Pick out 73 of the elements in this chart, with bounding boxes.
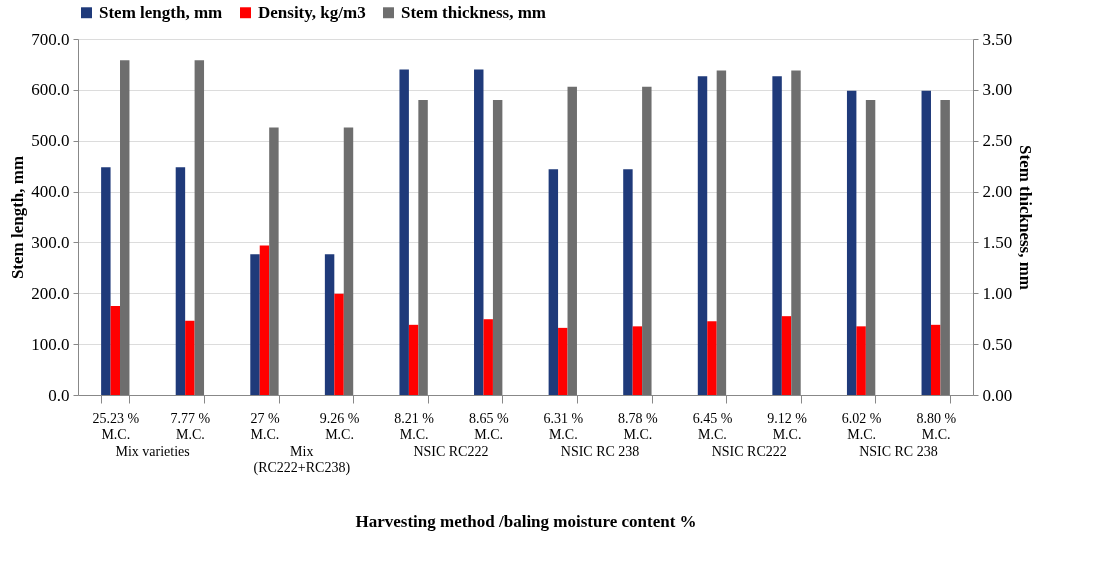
bar: [940, 100, 950, 395]
text: NSIC RC 238: [560, 444, 640, 459]
bar: [474, 69, 484, 395]
x-tick-label: 6.02 % M.C.: [841, 410, 882, 442]
bar: [120, 60, 130, 395]
y2-tick-label: 3.00: [982, 80, 1013, 100]
y-axis-title: Stem length, mm: [8, 155, 28, 280]
y2-tick-label: 1.00: [982, 283, 1013, 303]
bar: [548, 169, 559, 395]
y-tick-label: 300.0: [31, 232, 70, 252]
y-tick-label: 500.0: [31, 131, 70, 151]
x-tick-label: 25.23 % M.C.: [92, 410, 140, 442]
bar: [781, 316, 792, 395]
bar: [324, 254, 335, 395]
y2-tick-label: 0.50: [982, 334, 1013, 354]
y-tick-label: 200.0: [31, 283, 70, 303]
legend-label: Stem thickness, mm: [401, 2, 546, 22]
bar: [175, 167, 186, 395]
x-axis-title: Harvesting method /baling moisture content %: [355, 511, 697, 531]
x-tick-label: 9.26 % M.C.: [319, 410, 360, 442]
bar: [632, 326, 643, 395]
text: NSIC RC 238: [859, 444, 938, 459]
x-tick-label: 6.45 % M.C.: [692, 410, 733, 442]
text: Mix varieties: [115, 444, 190, 459]
y2-tick-label: 3.50: [982, 29, 1013, 49]
y-tick-label: 100.0: [31, 334, 70, 354]
bar: [846, 90, 857, 395]
x-tick-label: 9.12 % M.C.: [767, 410, 808, 442]
x-tick-label: 6.31 % M.C.: [543, 410, 584, 442]
x-tick-label: 8.78 % M.C.: [618, 410, 659, 442]
y-tick-label: 600.0: [31, 80, 70, 100]
x-tick-label: 7.77 % M.C.: [170, 410, 211, 442]
bar: [921, 90, 931, 395]
x-tick-label: 27 % M.C.: [250, 410, 280, 442]
y2-axis-title: Stem thickness, mm: [1016, 145, 1036, 290]
x-tick-label: 8.21 % M.C.: [394, 410, 435, 442]
legend-label: Density, kg/m3: [258, 2, 366, 22]
y2-tick-label: 1.50: [982, 232, 1013, 252]
legend-label: Stem length, mm: [99, 2, 223, 22]
bar: [567, 86, 577, 395]
bar: [194, 60, 205, 395]
bar: [856, 326, 866, 395]
y2-tick-label: 2.50: [982, 131, 1013, 151]
y-tick-label: 0.0: [48, 385, 70, 405]
bar: [408, 324, 419, 395]
bar: [185, 320, 195, 395]
y-tick-label: 400.0: [31, 182, 70, 202]
x-tick-label: 8.65 % M.C.: [468, 410, 509, 442]
bar: [623, 169, 633, 395]
text: NSIC RC222: [711, 444, 787, 459]
text: NSIC RC222: [413, 444, 489, 459]
bar: [492, 100, 503, 395]
y-tick-label: 700.0: [31, 29, 70, 49]
bar: [558, 327, 568, 395]
bar: [110, 306, 121, 395]
bar: [707, 321, 717, 395]
bar: [716, 70, 727, 395]
x-tick-label: 8.80 % M.C.: [916, 410, 957, 442]
y2-tick-label: 2.00: [982, 182, 1013, 202]
bar: [642, 86, 652, 395]
bar: [865, 100, 876, 395]
bar: [101, 167, 111, 395]
bar: [772, 76, 782, 395]
text: Mix (RC222+RC238): [253, 444, 351, 476]
bar: [930, 324, 941, 395]
bar: [418, 100, 428, 395]
bar: [483, 319, 493, 395]
bar: [250, 254, 260, 395]
bar: [343, 127, 354, 395]
bar: [399, 69, 409, 395]
bar: [697, 76, 708, 395]
y2-tick-label: 0.00: [982, 385, 1013, 405]
bar: [791, 70, 801, 395]
